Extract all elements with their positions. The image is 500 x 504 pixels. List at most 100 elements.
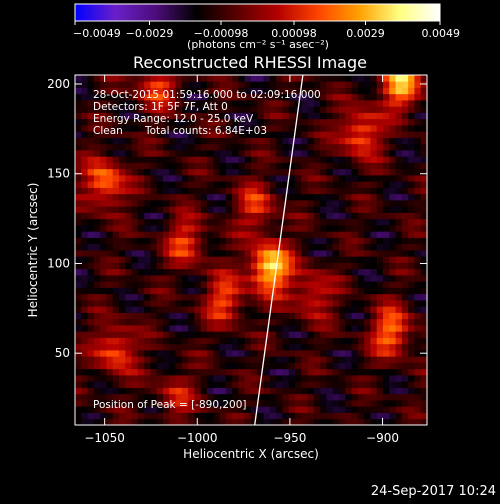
heatmap-cell <box>163 106 170 113</box>
heatmap-cell <box>213 256 220 263</box>
heatmap-cell <box>383 368 390 376</box>
heatmap-cell <box>125 406 132 413</box>
heatmap-cell <box>175 181 183 188</box>
heatmap-cell <box>188 237 195 245</box>
heatmap-cell <box>75 187 82 195</box>
heatmap-cell <box>163 312 170 320</box>
heatmap-cell <box>213 312 220 320</box>
heatmap-cell <box>414 331 422 338</box>
heatmap-cell <box>326 281 334 288</box>
heatmap-cell <box>232 162 239 170</box>
heatmap-cell <box>112 100 120 107</box>
heatmap-cell <box>112 337 120 345</box>
heatmap-cell <box>81 168 88 176</box>
heatmap-cell <box>131 218 139 226</box>
heatmap-cell <box>131 131 139 138</box>
heatmap-cell <box>181 268 189 276</box>
heatmap-cell <box>389 106 396 113</box>
heatmap-cell <box>320 181 327 188</box>
heatmap-cell <box>225 356 233 363</box>
heatmap-cell <box>389 256 396 263</box>
heatmap-cell <box>320 93 327 101</box>
heatmap-cell <box>307 262 315 270</box>
heatmap-cell <box>301 281 308 288</box>
heatmap-cell <box>357 287 365 295</box>
heatmap-cell <box>251 368 258 376</box>
heatmap-cell <box>137 375 145 382</box>
heatmap-cell <box>81 87 88 95</box>
heatmap-cell <box>301 231 308 238</box>
heatmap-cell <box>238 350 246 357</box>
heatmap-cell <box>263 168 271 176</box>
heatmap-cell <box>301 418 308 425</box>
colorbar-units: (photons cm⁻² s⁻¹ asec⁻²) <box>187 38 329 51</box>
heatmap-cell <box>401 268 409 276</box>
heatmap-cell <box>269 268 277 276</box>
heatmap-cell <box>131 156 139 163</box>
heatmap-cell <box>75 193 82 201</box>
heatmap-cell <box>295 243 302 251</box>
heatmap-cell <box>112 331 120 338</box>
heatmap-cell <box>332 100 340 107</box>
heatmap-cell <box>81 118 88 126</box>
heatmap-cell <box>181 393 189 401</box>
heatmap-cell <box>100 87 107 95</box>
heatmap-cell <box>295 131 302 138</box>
heatmap-cell <box>401 368 409 376</box>
heatmap-cell <box>213 337 220 345</box>
heatmap-cell <box>301 200 308 207</box>
heatmap-cell <box>408 312 415 320</box>
heatmap-cell <box>345 356 352 363</box>
heatmap-cell <box>131 168 139 176</box>
heatmap-cell <box>169 125 176 132</box>
heatmap-cell <box>263 400 271 407</box>
heatmap-cell <box>288 343 296 351</box>
heatmap-cell <box>100 237 107 245</box>
heatmap-cell <box>364 218 371 226</box>
heatmap-cell <box>150 393 158 401</box>
heatmap-cell <box>364 281 371 288</box>
heatmap-cell <box>282 331 290 338</box>
heatmap-cell <box>339 350 346 357</box>
heatmap-cell <box>263 275 271 282</box>
heatmap-cell <box>332 212 340 220</box>
heatmap-cell <box>357 256 365 263</box>
heatmap-cell <box>288 131 296 138</box>
heatmap-cell <box>288 406 296 413</box>
heatmap-cell <box>276 287 283 295</box>
heatmap-cell <box>357 406 365 413</box>
heatmap-cell <box>370 162 378 170</box>
heatmap-cell <box>301 393 308 401</box>
heatmap-cell <box>150 318 158 326</box>
colorbar-gradient <box>75 4 440 21</box>
heatmap-cell <box>125 150 132 157</box>
heatmap-cell <box>301 75 308 82</box>
heatmap-cell <box>200 312 208 320</box>
heatmap-cell <box>257 331 264 338</box>
heatmap-cell <box>276 325 283 332</box>
heatmap-cell <box>351 275 359 282</box>
heatmap-cell <box>181 325 189 332</box>
heatmap-cell <box>144 168 151 176</box>
heatmap-cell <box>288 306 296 313</box>
heatmap-cell <box>257 318 264 326</box>
heatmap-cell <box>194 262 202 270</box>
heatmap-cell <box>383 237 390 245</box>
heatmap-cell <box>313 75 321 82</box>
heatmap-cell <box>81 237 88 245</box>
heatmap-cell <box>389 125 396 132</box>
heatmap-cell <box>288 412 296 420</box>
heatmap-cell <box>200 362 208 370</box>
heatmap-cell <box>119 406 126 413</box>
heatmap-cell <box>307 393 315 401</box>
heatmap-cell <box>414 400 422 407</box>
heatmap-cell <box>313 350 321 357</box>
heatmap-cell <box>144 393 151 401</box>
heatmap-cell <box>225 81 233 88</box>
heatmap-cell <box>213 387 220 395</box>
heatmap-cell <box>194 175 202 182</box>
heatmap-cell <box>163 137 170 145</box>
heatmap-cell <box>244 387 252 395</box>
heatmap-cell <box>251 400 258 407</box>
heatmap-cell <box>370 93 378 101</box>
